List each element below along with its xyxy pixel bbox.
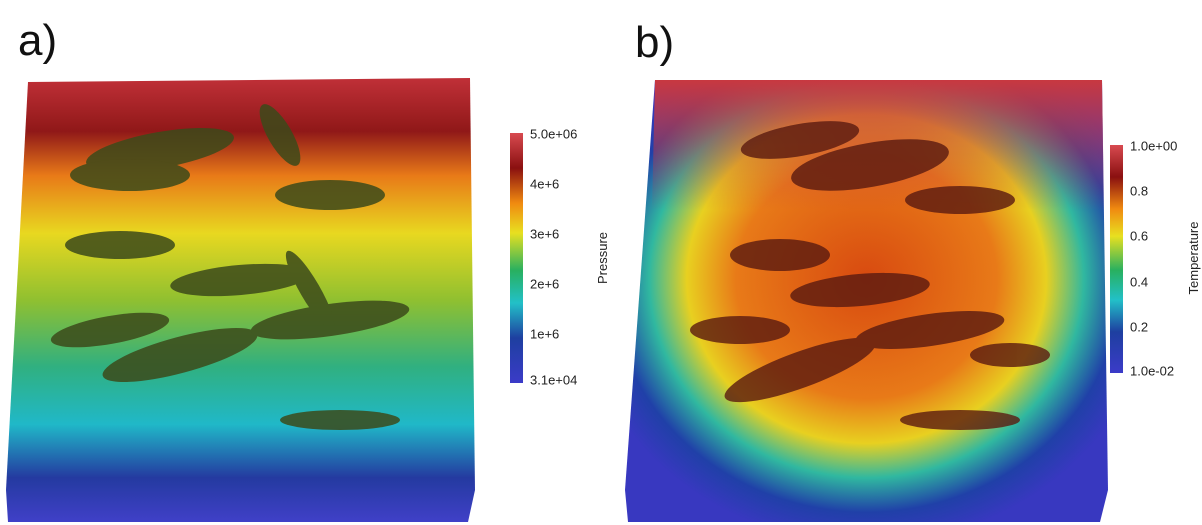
rendering bbox=[6, 78, 475, 522]
colorbar-ticks: 1.0e+00 0.8 0.6 0.4 0.2 1.0e-02 bbox=[1130, 138, 1177, 378]
tick-label: 2e+6 bbox=[530, 276, 559, 291]
tick-label: 3e+6 bbox=[530, 226, 559, 241]
colorbar bbox=[1110, 145, 1123, 373]
tick-label: 0.6 bbox=[1130, 228, 1148, 243]
panel-label: b) bbox=[635, 18, 674, 67]
colorbar-title: Temperature bbox=[1186, 222, 1201, 295]
tick-label: 1e+6 bbox=[530, 326, 559, 341]
tick-label: 0.2 bbox=[1130, 319, 1148, 334]
panel-label: a) bbox=[18, 16, 57, 65]
fractures bbox=[50, 104, 410, 430]
tick-label: 1.0e+00 bbox=[1130, 138, 1177, 153]
colorbar bbox=[510, 133, 523, 383]
colorbar-ticks: 5.0e+06 4e+6 3e+6 2e+6 1e+6 3.1e+04 bbox=[530, 126, 577, 387]
tick-label: 3.1e+04 bbox=[530, 372, 577, 387]
tick-label: 0.8 bbox=[1130, 183, 1148, 198]
tick-label: 1.0e-02 bbox=[1130, 363, 1174, 378]
colorbar-title: Pressure bbox=[595, 232, 610, 284]
tick-label: 0.4 bbox=[1130, 274, 1148, 289]
tick-label: 4e+6 bbox=[530, 176, 559, 191]
tick-label: 5.0e+06 bbox=[530, 126, 577, 141]
fractures bbox=[690, 121, 1050, 430]
